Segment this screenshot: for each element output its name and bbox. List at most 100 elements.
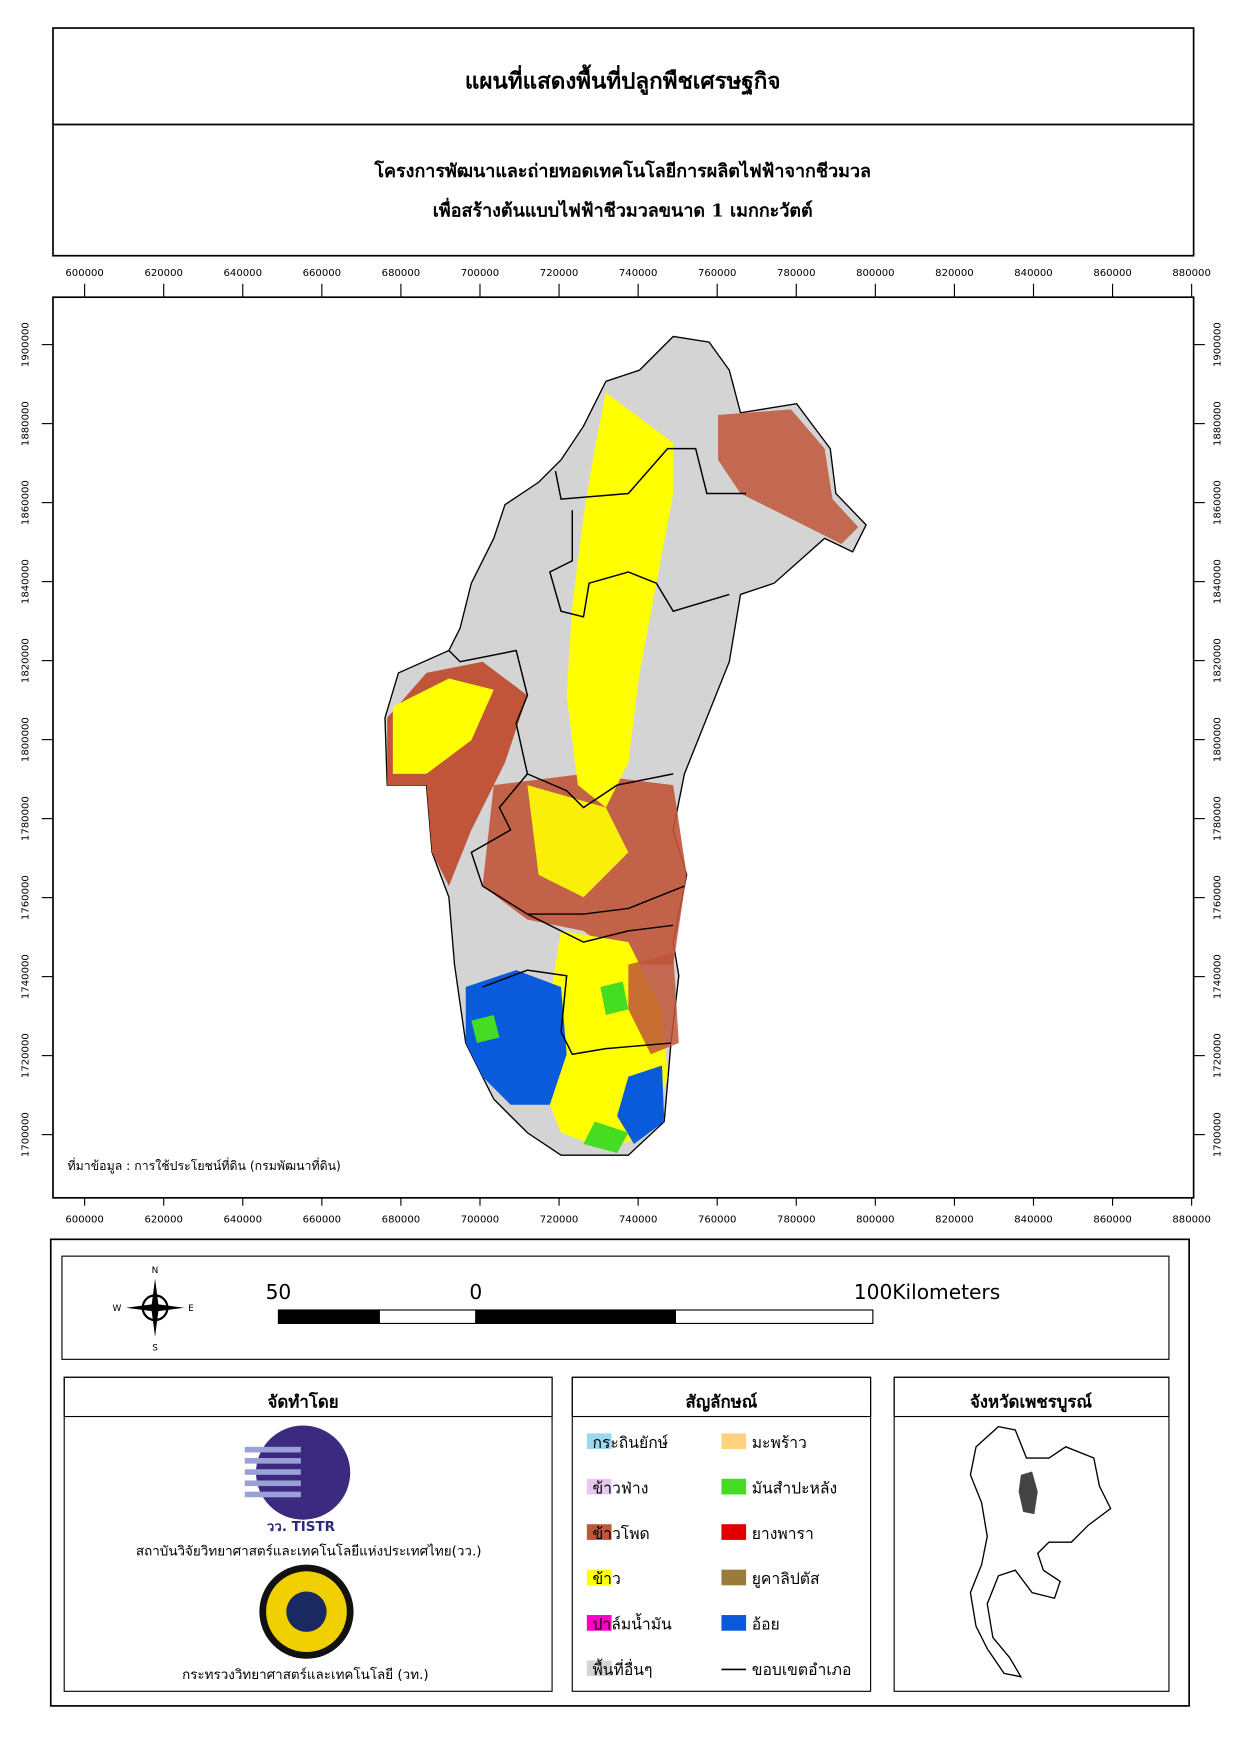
scale-bar [277, 1309, 874, 1325]
header-frame [52, 27, 1195, 257]
legend-label: ข้าวโพด [592, 1524, 649, 1543]
y-tick-label: 1900000 [1213, 322, 1224, 367]
x-tick-label: 760000 [698, 268, 736, 279]
bottom-frame [49, 1238, 1190, 1707]
title: แผนที่แสดงพื้นที่ปลูกพืชเศรษฐกิจ [465, 64, 781, 96]
legend-label: ยูคาลิปตัส [752, 1569, 820, 1589]
land-use-patch [527, 785, 629, 898]
legend-swatch [721, 1524, 747, 1540]
x-tick-label: 840000 [1014, 1215, 1052, 1226]
legend-label: ยางพารา [752, 1524, 814, 1543]
y-tick-label: 1800000 [20, 717, 31, 762]
x-tick-label: 680000 [382, 268, 420, 279]
y-tick-label: 1880000 [20, 401, 31, 446]
x-tick-label: 660000 [303, 1215, 341, 1226]
x-tick-label: 720000 [540, 268, 578, 279]
compass [125, 1278, 185, 1337]
subtitle: โครงการพัฒนาและถ่ายทอดเทคโนโลยีการผลิตไฟ… [373, 160, 871, 182]
source-note: ที่มาข้อมูล : การใช้ประโยชน์ที่ดิน (กรมพ… [68, 1157, 341, 1174]
producer-title-bar [63, 1376, 553, 1418]
legend-label: ข้าว [592, 1569, 620, 1588]
legend-label: ขอบเขตอำเภอ [752, 1660, 852, 1679]
legend-label: พื้นที่อื่นๆ [592, 1658, 652, 1679]
y-tick-label: 1900000 [20, 322, 31, 367]
x-tick-label: 880000 [1172, 268, 1210, 279]
compass-label: W [112, 1304, 121, 1314]
x-tick-label: 820000 [935, 1215, 973, 1226]
legend-swatch [721, 1433, 747, 1450]
scale-label: 50 [266, 1280, 292, 1304]
land-use-patch [718, 409, 859, 544]
y-tick-label: 1740000 [1213, 954, 1224, 999]
y-tick-label: 1860000 [1213, 480, 1224, 525]
scale-label: 0 [469, 1280, 482, 1304]
legend-label: ปาล์มน้ำมัน [592, 1613, 672, 1634]
y-tick-label: 1740000 [20, 954, 31, 999]
organization: สถาบันวิจัยวิทยาศาสตร์และเทคโนโลยีแห่งปร… [136, 1543, 482, 1560]
legend-label: มันสำปะหลัง [752, 1478, 837, 1497]
legend-label: อ้อย [752, 1615, 780, 1634]
x-tick-label: 700000 [461, 1215, 499, 1226]
x-tick-label: 620000 [144, 268, 182, 279]
y-tick-label: 1840000 [1213, 559, 1224, 604]
x-tick-label: 760000 [698, 1215, 736, 1226]
land-use-patch [471, 1015, 500, 1044]
y-tick-label: 1820000 [1213, 638, 1224, 683]
y-tick-label: 1800000 [1213, 717, 1224, 762]
y-tick-label: 1880000 [1213, 401, 1224, 446]
x-tick-label: 640000 [224, 1215, 262, 1226]
panel-title: จัดทำโดย [268, 1392, 339, 1412]
thailand-inset [969, 1425, 1112, 1678]
panel-title: สัญลักษณ์ [686, 1392, 758, 1413]
subtitle: เพื่อสร้างต้นแบบไฟฟ้าชีวมวลขนาด 1 เมกกะว… [433, 197, 813, 221]
legend-swatch [586, 1478, 612, 1495]
tistr-logo [244, 1425, 351, 1520]
compass-label: E [188, 1304, 194, 1314]
x-tick-label: 660000 [303, 268, 341, 279]
x-tick-label: 720000 [540, 1215, 578, 1226]
x-tick-label: 700000 [461, 268, 499, 279]
legend-swatch [586, 1433, 612, 1450]
x-tick-label: 740000 [619, 1215, 657, 1226]
legend: กระถินยักษ์ มะพร้าวข้าวฟ่าง มันสำปะหลังข้า… [586, 1433, 852, 1679]
x-tick-label: 860000 [1093, 268, 1131, 279]
organization: กระทรวงวิทยาศาสตร์และเทคโนโลยี (วท.) [182, 1666, 429, 1683]
x-tick-label: 620000 [144, 1215, 182, 1226]
legend-label: ข้าวฟ่าง [592, 1478, 648, 1497]
y-tick-label: 1720000 [1213, 1033, 1224, 1078]
y-tick-label: 1780000 [1213, 796, 1224, 841]
x-tick-label: 680000 [382, 1215, 420, 1226]
legend-label: มะพร้าว [752, 1433, 807, 1452]
y-tick-label: 1840000 [20, 559, 31, 604]
ticks: 600000 600000 620000 620000 640000 640000 6600… [20, 268, 1223, 1226]
x-tick-label: 820000 [935, 268, 973, 279]
legend-swatch [586, 1524, 612, 1540]
ministry-logo [259, 1564, 354, 1659]
y-tick-label: 1720000 [20, 1033, 31, 1078]
x-tick-label: 600000 [65, 1215, 103, 1226]
x-tick-label: 840000 [1014, 268, 1052, 279]
district-boundaries [448, 447, 747, 1056]
legend-swatch [586, 1660, 612, 1677]
panel-title: จังหวัดเพชรบูรณ์ [970, 1392, 1092, 1414]
legend-swatch [586, 1569, 612, 1586]
land-use-patch [600, 981, 629, 1016]
logo-text: วว. TISTR [267, 1520, 336, 1535]
land-use-patch [583, 1121, 629, 1153]
x-tick-label: 800000 [856, 1215, 894, 1226]
land-use-patch [628, 953, 679, 1055]
legend-swatch [586, 1615, 612, 1631]
x-tick-label: 780000 [777, 1215, 815, 1226]
inset-title-bar [893, 1376, 1170, 1418]
compass-label: N [152, 1266, 159, 1276]
compass-label: S [152, 1343, 158, 1353]
land-use-patch [392, 678, 494, 774]
scale-panel [61, 1255, 1170, 1360]
x-tick-label: 800000 [856, 268, 894, 279]
land-use-patch [465, 970, 567, 1105]
x-tick-label: 640000 [224, 268, 262, 279]
legend-label: กระถินยักษ์ [592, 1433, 668, 1452]
x-tick-label: 600000 [65, 268, 103, 279]
x-tick-label: 880000 [1172, 1215, 1210, 1226]
